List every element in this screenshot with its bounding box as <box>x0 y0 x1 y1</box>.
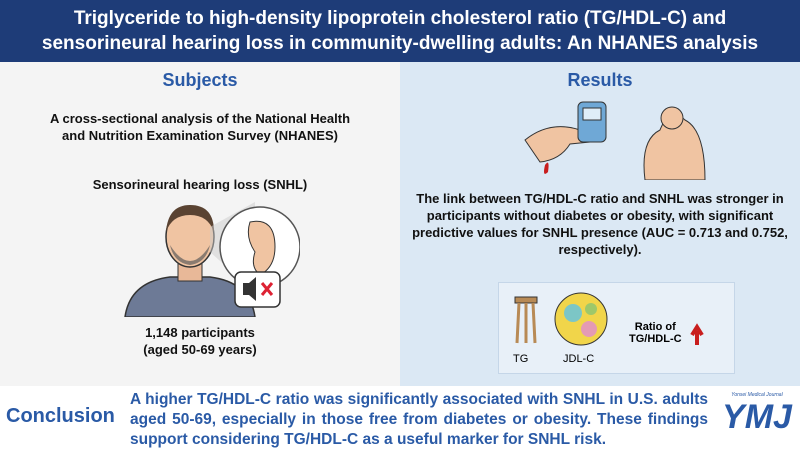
tg-label: TG <box>513 353 529 365</box>
participants-age: (aged 50-69 years) <box>143 342 257 357</box>
heading: Results <box>567 70 633 90</box>
ratio-label: Ratio of TG/HDL-C <box>629 321 682 345</box>
conclusion-heading: Conclusion <box>6 405 115 427</box>
ratio-illustration <box>514 292 704 346</box>
design: A cross-sectional analysis of the Nation… <box>49 111 351 143</box>
subjects-panel: Subjects A cross-sectional analysis of t… <box>0 62 400 386</box>
person-illustration <box>124 202 300 317</box>
participants: 1,148 participants (aged 50-69 years) <box>0 324 400 358</box>
logo-subtitle: Yonsei Medical Journal <box>731 392 783 398</box>
participants-count: 1,148 participants <box>145 325 255 340</box>
logo-name: YMJ <box>722 398 792 436</box>
outcome: Sensorineural hearing loss (SNHL) <box>92 177 308 192</box>
diabetes-obesity-illustration <box>524 101 706 180</box>
logo: Yonsei Medical Journal YMJ <box>722 392 792 436</box>
results-panel: Results The link between TG/HDL-C ratio … <box>400 62 800 386</box>
finding: The link between TG/HDL-C ratio and SNHL… <box>412 191 788 257</box>
ratio-label-line: Ratio of <box>634 321 676 333</box>
ratio-box: TG JDL-C Ratio of TG/HDL-C <box>498 282 735 374</box>
ratio-label-line: TG/HDL-C <box>629 333 682 345</box>
conclusion-text: A higher TG/HDL-C ratio was significantl… <box>130 391 708 448</box>
hdl-label: JDL-C <box>563 353 595 365</box>
heading: Subjects <box>162 70 238 90</box>
title: Triglyceride to high-density lipoprotein… <box>0 0 800 62</box>
